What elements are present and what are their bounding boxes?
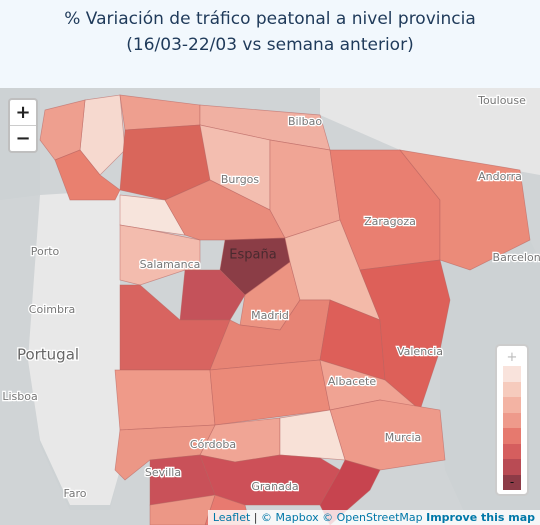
separator: |: [253, 511, 258, 524]
province: [119, 194, 186, 236]
place-label: Portugal: [17, 346, 79, 364]
place-label: España: [229, 248, 276, 263]
province: [149, 494, 216, 525]
legend: + -: [495, 344, 529, 496]
place-label: Coimbra: [29, 303, 75, 316]
province: [399, 149, 531, 271]
legend-swatch: [503, 428, 521, 444]
improve-link[interactable]: Improve this map: [426, 511, 535, 524]
map: Toulouse Bilbao Andorra Burgos Porto España Za…: [0, 88, 540, 525]
legend-swatch: [503, 366, 521, 382]
place-label: Zaragoza: [364, 215, 416, 228]
province: [359, 259, 451, 411]
legend-swatch: [503, 397, 521, 413]
legend-swatch: [503, 459, 521, 475]
zoom-out-button[interactable]: −: [15, 128, 31, 149]
france-land: [320, 88, 540, 175]
osm-link[interactable]: © OpenStreetMap: [322, 511, 423, 524]
provinces: [39, 94, 531, 525]
place-label: Córdoba: [190, 438, 236, 451]
place-label: Murcia: [385, 431, 422, 444]
province: [279, 409, 346, 461]
leaflet-link[interactable]: Leaflet: [212, 511, 251, 524]
place-label: Bilbao: [288, 115, 322, 128]
legend-top-label: +: [506, 350, 518, 365]
legend-swatch: -: [503, 474, 521, 490]
attribution: Leaflet | © Mapbox © OpenStreetMap Impro…: [207, 510, 540, 525]
legend-swatch: [503, 381, 521, 397]
place-label: Lisboa: [2, 390, 37, 403]
place-label: Sevilla: [145, 466, 181, 479]
place-label: Valencia: [397, 345, 443, 358]
place-label: Burgos: [221, 173, 260, 186]
place-label: Toulouse: [477, 94, 526, 107]
province: [319, 459, 381, 525]
place-label: Faro: [63, 487, 86, 500]
place-label: Porto: [31, 245, 60, 258]
place-label: Albacete: [328, 375, 376, 388]
legend-swatch: [503, 412, 521, 428]
place-label: Andorra: [478, 170, 522, 183]
mapbox-link[interactable]: © Mapbox: [261, 511, 319, 524]
place-label: Granada: [251, 480, 298, 493]
province: [114, 369, 216, 431]
place-label: Madrid: [251, 309, 289, 322]
legend-swatches: -: [503, 366, 521, 490]
place-labels: Toulouse Bilbao Andorra Burgos Porto España Za…: [1, 93, 540, 502]
zoom-in-button[interactable]: +: [10, 100, 36, 126]
zoom-control: + −: [8, 98, 38, 153]
place-label: Salamanca: [140, 258, 201, 271]
portugal-land: [28, 190, 120, 505]
place-label: Barcelona: [493, 251, 540, 264]
title: % Variación de tráfico peatonal a nivel …: [64, 9, 476, 55]
header: % Variación de tráfico peatonal a nivel …: [0, 0, 540, 88]
legend-bottom-label: -: [509, 474, 515, 489]
legend-swatch: [503, 443, 521, 459]
province: [179, 269, 246, 321]
